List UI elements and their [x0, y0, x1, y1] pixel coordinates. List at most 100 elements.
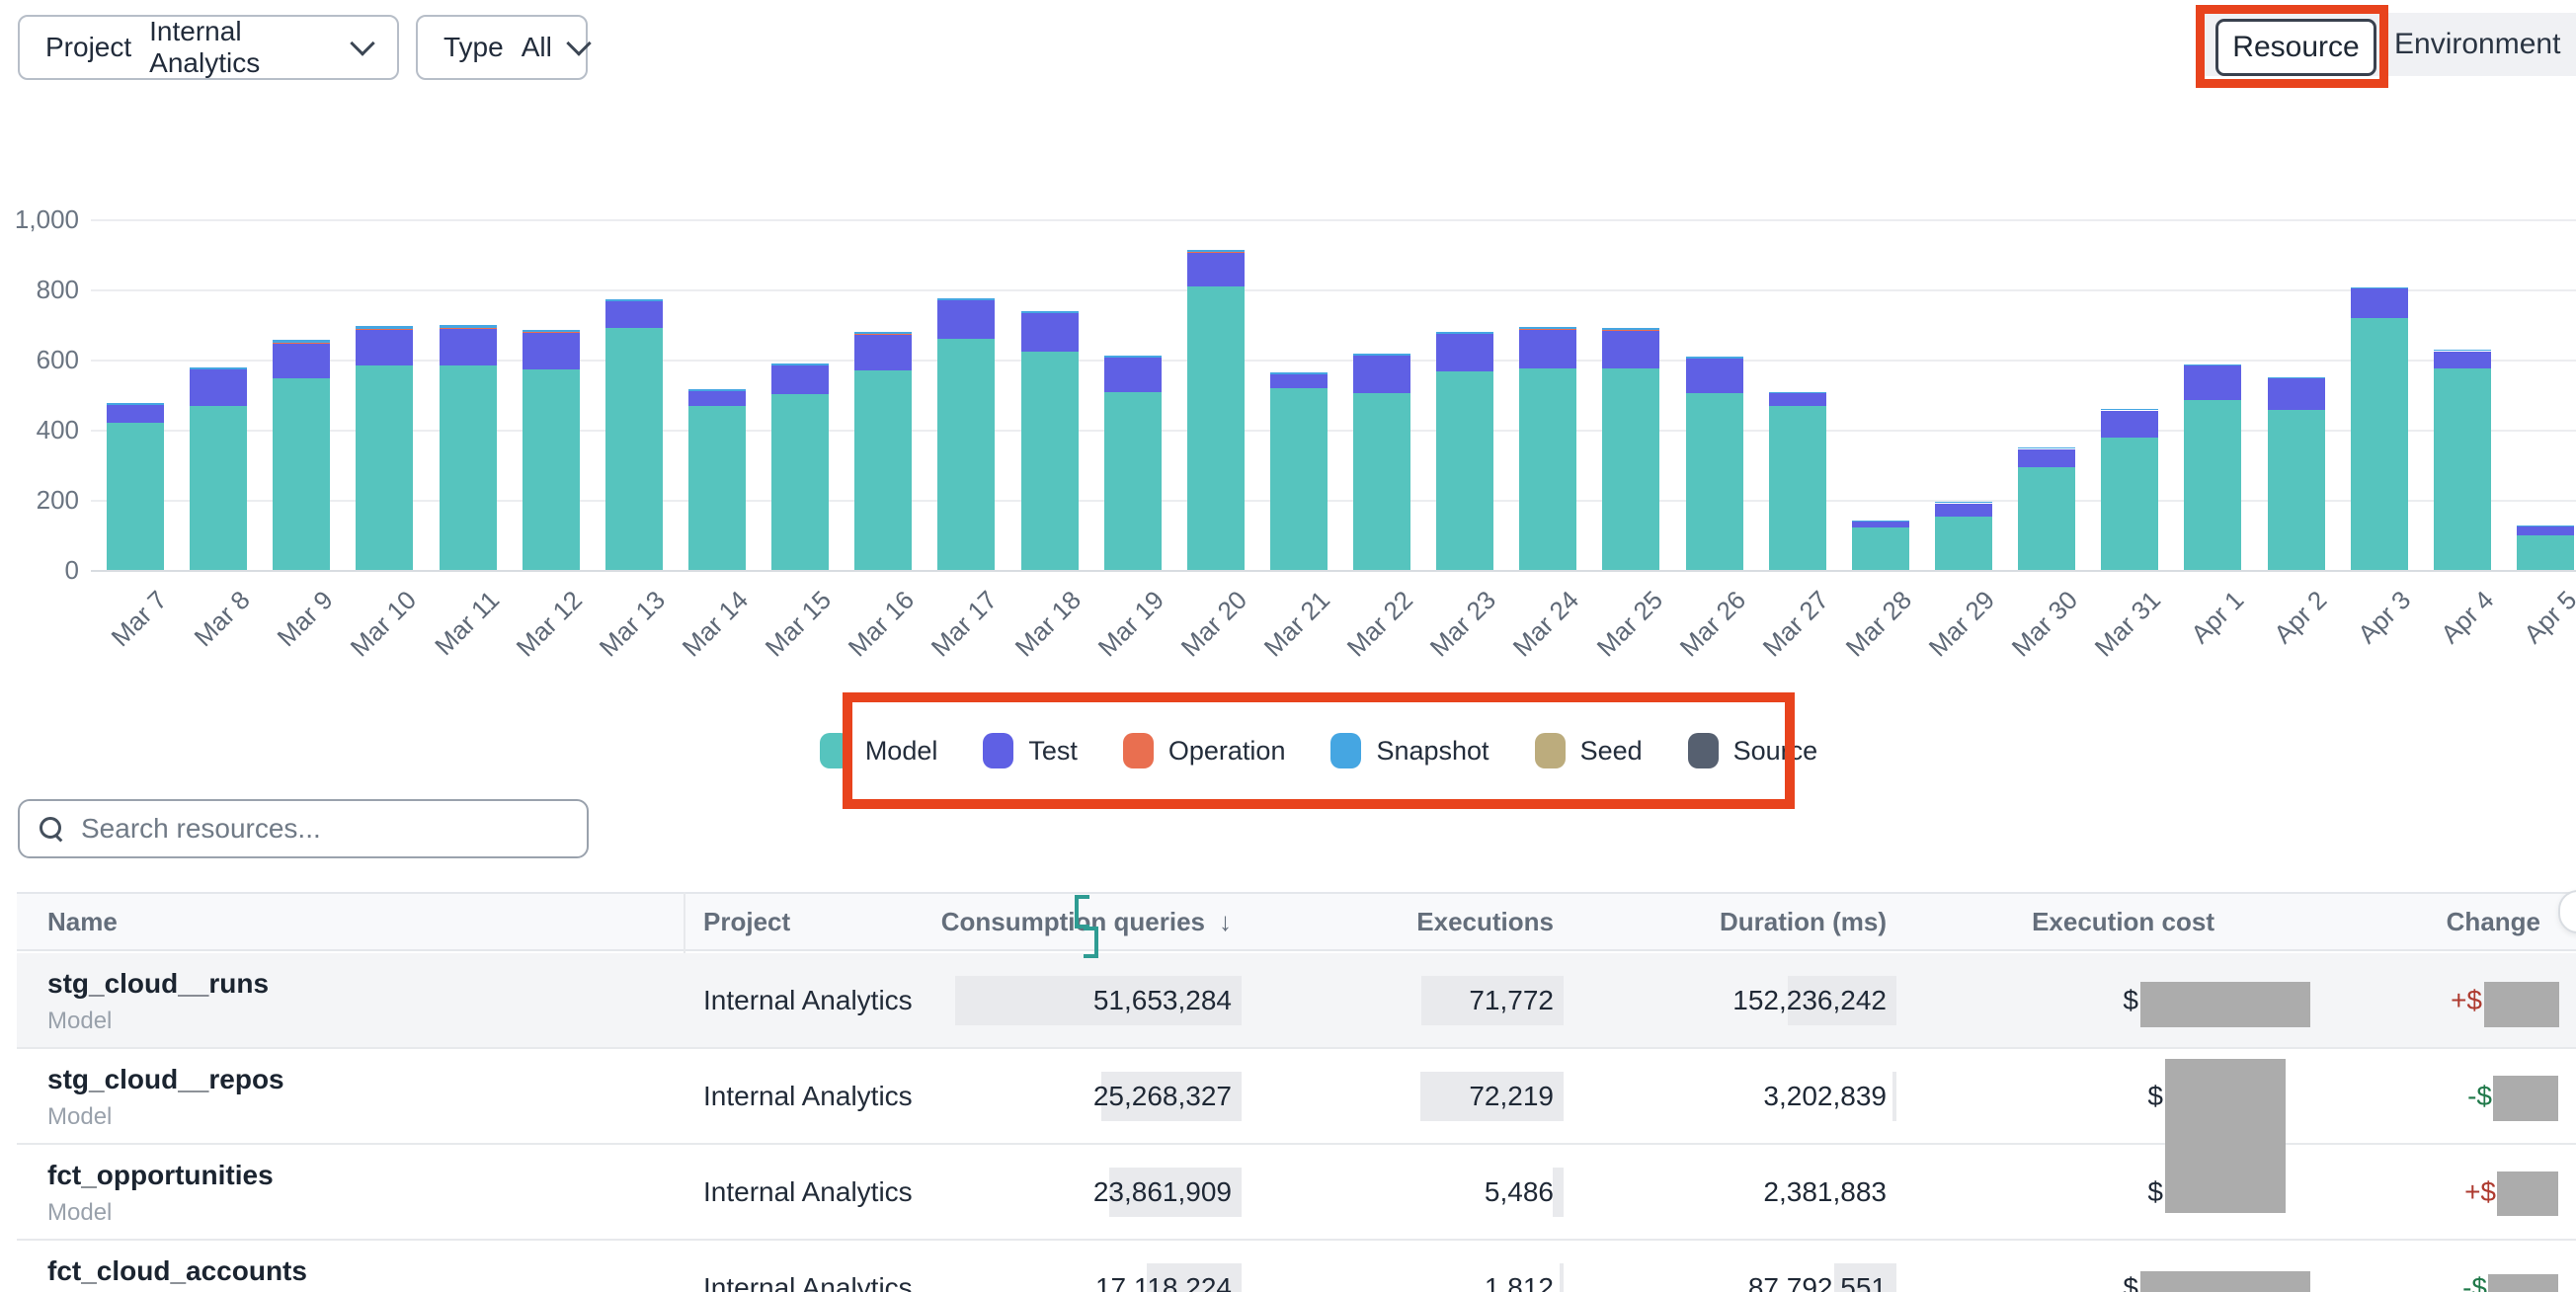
legend-item-operation[interactable]: Operation — [1122, 733, 1285, 768]
bar-mar-28[interactable] — [1851, 198, 1909, 570]
bar-segment-test — [356, 329, 414, 366]
legend-label: Snapshot — [1376, 735, 1489, 766]
bar-apr-4[interactable] — [2433, 198, 2491, 570]
resource-name-link[interactable]: stg_cloud__runs — [47, 968, 270, 999]
resource-type-label: Model — [47, 1008, 113, 1034]
environment-toggle-button[interactable]: Environment — [2394, 28, 2561, 60]
bar-segment-test — [1519, 329, 1577, 368]
bar-segment-test — [2018, 448, 2076, 467]
table-row[interactable]: fct_opportunities Model Internal Analyti… — [17, 1145, 2576, 1241]
bar-mar-26[interactable] — [1685, 198, 1743, 570]
legend-item-seed[interactable]: Seed — [1534, 733, 1643, 768]
bar-mar-10[interactable] — [356, 198, 414, 570]
bar-mar-23[interactable] — [1436, 198, 1494, 570]
bar-mar-14[interactable] — [687, 198, 746, 570]
duration-cell: 87,792,551 — [1640, 1241, 1896, 1292]
column-header-execution-cost[interactable]: Execution cost — [2032, 906, 2214, 936]
bar-mar-13[interactable] — [604, 198, 663, 570]
x-axis-label: Apr 5 — [2518, 585, 2576, 650]
bar-segment-test — [2267, 378, 2325, 411]
chevron-down-icon — [566, 31, 592, 56]
search-input[interactable] — [79, 812, 567, 846]
legend-label: Seed — [1579, 735, 1643, 766]
legend-item-test[interactable]: Test — [983, 733, 1078, 768]
bar-mar-30[interactable] — [2018, 198, 2076, 570]
bar-mar-19[interactable] — [1103, 198, 1162, 570]
duration-cell: 152,236,242 — [1640, 953, 1896, 1047]
bar-segment-test — [1602, 330, 1660, 368]
bar-segment-snapshot — [1436, 332, 1494, 335]
x-axis-label: Apr 3 — [2351, 585, 2416, 650]
bar-segment-test — [439, 328, 497, 366]
table-row[interactable]: stg_cloud__repos Model Internal Analytic… — [17, 1049, 2576, 1145]
legend-item-model[interactable]: Model — [819, 733, 937, 768]
bar-mar-24[interactable] — [1519, 198, 1577, 570]
bar-mar-11[interactable] — [439, 198, 497, 570]
bar-apr-5[interactable] — [2517, 198, 2574, 570]
bar-segment-snapshot — [1353, 354, 1411, 357]
resource-name-link[interactable]: fct_opportunities — [47, 1160, 274, 1190]
column-header-name[interactable]: Name — [47, 906, 118, 936]
bar-segment-snapshot — [190, 366, 248, 369]
bar-mar-29[interactable] — [1935, 198, 1993, 570]
bar-mar-17[interactable] — [937, 198, 996, 570]
type-filter-dropdown[interactable]: Type All — [416, 15, 592, 80]
search-resources-box[interactable] — [18, 799, 589, 858]
bar-segment-snapshot — [107, 403, 164, 406]
bar-segment-model — [2517, 534, 2574, 570]
legend-item-snapshot[interactable]: Snapshot — [1330, 733, 1489, 768]
value-heat-bar — [1101, 1071, 1242, 1121]
bar-mar-12[interactable] — [522, 198, 580, 570]
bar-segment-operation — [522, 332, 580, 333]
bar-segment-test — [1103, 358, 1162, 392]
project-cell: Internal Analytics — [703, 984, 913, 1015]
bar-mar-15[interactable] — [771, 198, 830, 570]
column-header-consumption-queries[interactable]: Consumption queries ↓ — [940, 906, 1232, 936]
column-header-change[interactable]: Change — [2446, 906, 2540, 936]
value-heat-bar — [1420, 1071, 1564, 1121]
bar-apr-3[interactable] — [2350, 198, 2408, 570]
gridline — [91, 570, 2576, 572]
value-heat-bar — [1892, 1071, 1896, 1121]
resource-name-link[interactable]: fct_cloud_accounts — [47, 1255, 307, 1286]
bar-mar-16[interactable] — [854, 198, 913, 570]
bar-mar-27[interactable] — [1768, 198, 1826, 570]
bar-apr-2[interactable] — [2267, 198, 2325, 570]
bar-segment-snapshot — [854, 331, 913, 334]
bar-mar-9[interactable] — [273, 198, 331, 570]
bar-segment-snapshot — [771, 363, 830, 365]
bar-segment-operation — [1519, 329, 1577, 330]
bar-segment-snapshot — [1851, 520, 1909, 523]
project-filter-value: Internal Analytics — [149, 16, 261, 78]
bar-mar-7[interactable] — [107, 198, 164, 570]
table-row[interactable]: stg_cloud__runs Model Internal Analytics… — [17, 953, 2576, 1049]
column-header-duration[interactable]: Duration (ms) — [1720, 906, 1887, 936]
gridline — [91, 219, 2576, 221]
bar-mar-22[interactable] — [1353, 198, 1411, 570]
bar-segment-test — [1186, 252, 1245, 287]
bar-segment-model — [2018, 467, 2076, 570]
resource-toggle-button[interactable]: Resource — [2215, 19, 2376, 76]
bar-mar-18[interactable] — [1020, 198, 1079, 570]
bar-apr-1[interactable] — [2184, 198, 2242, 570]
legend-item-source[interactable]: Source — [1687, 733, 1817, 768]
bar-segment-test — [2184, 365, 2242, 400]
x-axis-label: Mar 18 — [1008, 585, 1087, 663]
bar-segment-model — [1353, 393, 1411, 570]
bar-mar-25[interactable] — [1602, 198, 1660, 570]
resource-name-link[interactable]: stg_cloud__repos — [47, 1064, 284, 1094]
bar-mar-20[interactable] — [1186, 198, 1245, 570]
sort-descending-icon[interactable]: ↓ — [1219, 906, 1232, 936]
column-header-executions[interactable]: Executions — [1416, 906, 1554, 936]
bar-segment-model — [1269, 388, 1328, 570]
bar-segment-model — [190, 405, 248, 570]
chevron-down-icon — [350, 31, 375, 56]
bar-segment-model — [1935, 517, 1993, 570]
bar-mar-8[interactable] — [190, 198, 248, 570]
project-filter-dropdown[interactable]: Project Internal Analytics — [18, 15, 399, 80]
bar-mar-31[interactable] — [2101, 198, 2159, 570]
bar-segment-snapshot — [2350, 286, 2408, 289]
bar-mar-21[interactable] — [1269, 198, 1328, 570]
column-header-project[interactable]: Project — [703, 906, 791, 936]
consumption-queries-cell: 23,861,909 — [916, 1145, 1242, 1239]
